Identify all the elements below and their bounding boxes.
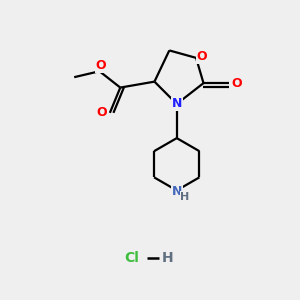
Text: Cl: Cl bbox=[125, 251, 140, 266]
Text: N: N bbox=[172, 98, 182, 110]
Text: H: H bbox=[180, 192, 190, 202]
Text: O: O bbox=[197, 50, 207, 63]
Text: N: N bbox=[172, 185, 182, 198]
Text: O: O bbox=[232, 76, 242, 90]
Text: O: O bbox=[96, 59, 106, 72]
Text: H: H bbox=[162, 251, 174, 266]
Text: O: O bbox=[96, 106, 107, 119]
